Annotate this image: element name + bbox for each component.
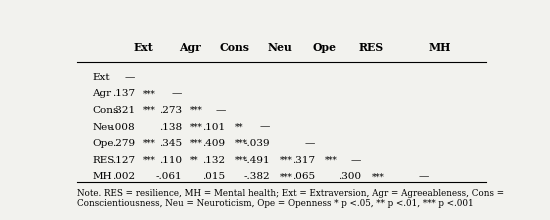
Text: Ope: Ope	[92, 139, 114, 148]
Text: -.491: -.491	[244, 156, 271, 165]
Text: .345: .345	[158, 139, 182, 148]
Text: MH: MH	[92, 172, 112, 181]
Text: .273: .273	[158, 106, 182, 115]
Text: Agr: Agr	[179, 42, 201, 53]
Text: .101: .101	[202, 123, 226, 132]
Text: ***: ***	[144, 139, 156, 148]
Text: MH: MH	[428, 42, 451, 53]
Text: —: —	[419, 172, 429, 181]
Text: Neu: Neu	[92, 123, 114, 132]
Text: ***: ***	[190, 139, 203, 148]
Text: Ope: Ope	[312, 42, 337, 53]
Text: .127: .127	[112, 156, 135, 165]
Text: ***: ***	[144, 106, 156, 115]
Text: ***: ***	[235, 156, 248, 165]
Text: **: **	[190, 156, 199, 165]
Text: —: —	[172, 89, 182, 98]
Text: .300: .300	[338, 172, 361, 181]
Text: .279: .279	[112, 139, 135, 148]
Text: Cons: Cons	[220, 42, 250, 53]
Text: Ext: Ext	[134, 42, 153, 53]
Text: ***: ***	[280, 156, 293, 165]
Text: RES: RES	[92, 156, 114, 165]
Text: .138: .138	[158, 123, 182, 132]
Text: ***: ***	[190, 106, 203, 115]
Text: Note. RES = resilience, MH = Mental health; Ext = Extraversion, Agr = Agreeablen: Note. RES = resilience, MH = Mental heal…	[77, 189, 504, 208]
Text: .110: .110	[158, 156, 182, 165]
Text: ***: ***	[324, 156, 337, 165]
Text: Neu: Neu	[267, 42, 292, 53]
Text: .132: .132	[202, 156, 226, 165]
Text: —: —	[350, 156, 361, 165]
Text: Cons: Cons	[92, 106, 119, 115]
Text: ***: ***	[235, 139, 248, 148]
Text: ***: ***	[144, 89, 156, 98]
Text: .002: .002	[112, 172, 135, 181]
Text: -.061: -.061	[155, 172, 182, 181]
Text: .015: .015	[202, 172, 226, 181]
Text: Ext: Ext	[92, 73, 110, 82]
Text: .321: .321	[112, 106, 135, 115]
Text: -.382: -.382	[244, 172, 271, 181]
Text: ***: ***	[144, 156, 156, 165]
Text: ***: ***	[190, 123, 203, 132]
Text: Agr: Agr	[92, 89, 111, 98]
Text: ***: ***	[371, 172, 384, 181]
Text: .137: .137	[112, 89, 135, 98]
Text: .409: .409	[202, 139, 226, 148]
Text: RES: RES	[359, 42, 384, 53]
Text: -.008: -.008	[108, 123, 135, 132]
Text: —: —	[260, 123, 271, 132]
Text: **: **	[235, 123, 244, 132]
Text: —: —	[305, 139, 315, 148]
Text: —: —	[215, 106, 226, 115]
Text: ***: ***	[280, 172, 293, 181]
Text: .065: .065	[292, 172, 315, 181]
Text: .317: .317	[292, 156, 315, 165]
Text: —: —	[124, 73, 135, 82]
Text: -.039: -.039	[244, 139, 271, 148]
